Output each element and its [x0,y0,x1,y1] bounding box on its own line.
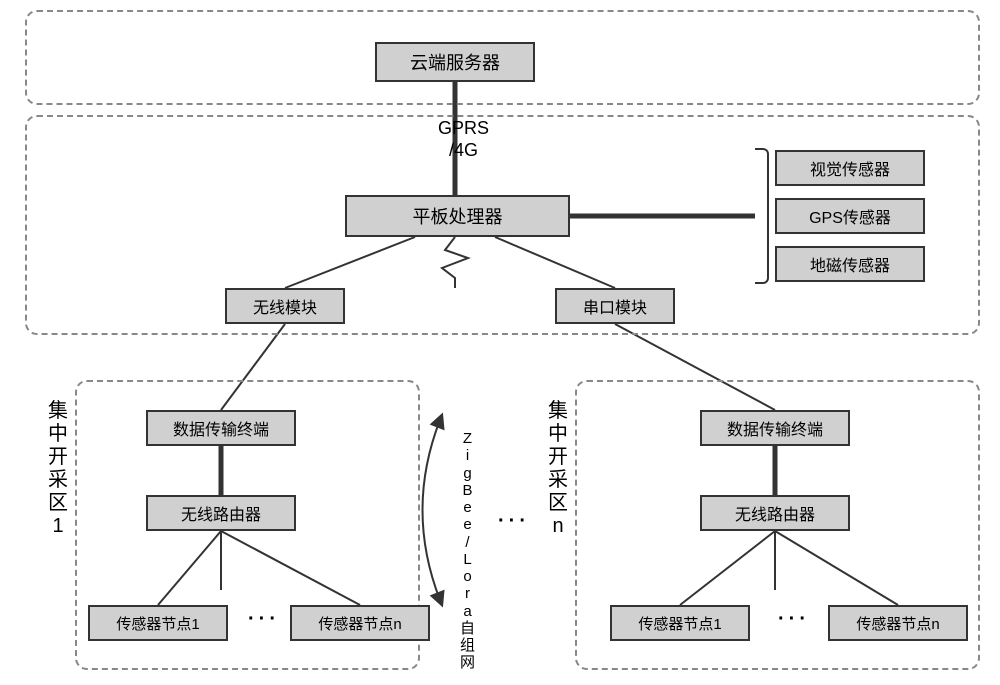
zone1-title: 集中开采区1 [48,400,68,538]
zonen-router-node: 无线路由器 [700,495,850,531]
cloud-server-node: 云端服务器 [375,42,535,82]
mag-sensor-label: 地磁传感器 [810,252,890,276]
zonen-sensor-ellipsis: ··· [778,608,810,631]
serial-module-node: 串口模块 [555,288,675,324]
zonen-sensor-1-label: 传感器节点1 [638,613,721,634]
tablet-processor-label: 平板处理器 [413,203,503,229]
zigbee-label: ZigBee/Lora自组网 [460,430,475,672]
gps-sensor-node: GPS传感器 [775,198,925,234]
gprs-line1: GPRS [438,118,489,138]
zonen-sensor-n-node: 传感器节点n [828,605,968,641]
zonen-title: 集中开采区n [548,400,568,538]
tablet-processor-node: 平板处理器 [345,195,570,237]
wireless-module-node: 无线模块 [225,288,345,324]
zone1-router-node: 无线路由器 [146,495,296,531]
vision-sensor-label: 视觉传感器 [810,156,890,180]
sensor-bracket [755,148,769,284]
zone1-sensor-1-node: 传感器节点1 [88,605,228,641]
gprs-line2: /4G [449,140,478,160]
zone1-data-terminal-node: 数据传输终端 [146,410,296,446]
zone1-sensor-1-label: 传感器节点1 [116,613,199,634]
mag-sensor-node: 地磁传感器 [775,246,925,282]
zonen-sensor-n-label: 传感器节点n [856,613,939,634]
zone1-router-label: 无线路由器 [181,501,261,525]
zone1-data-terminal-label: 数据传输终端 [173,416,269,440]
zone1-sensor-n-node: 传感器节点n [290,605,430,641]
gps-sensor-label: GPS传感器 [809,204,891,228]
vision-sensor-node: 视觉传感器 [775,150,925,186]
zonen-sensor-1-node: 传感器节点1 [610,605,750,641]
zones-ellipsis: ··· [498,510,530,533]
zonen-data-terminal-node: 数据传输终端 [700,410,850,446]
zonen-router-label: 无线路由器 [735,501,815,525]
serial-module-label: 串口模块 [583,294,647,318]
zone1-sensor-n-label: 传感器节点n [318,613,401,634]
gprs-label: GPRS /4G [438,118,489,161]
zonen-data-terminal-label: 数据传输终端 [727,416,823,440]
wireless-module-label: 无线模块 [253,294,317,318]
diagram-canvas: 云端服务器 平板处理器 视觉传感器 GPS传感器 地磁传感器 无线模块 串口模块… [0,0,1000,685]
zone1-sensor-ellipsis: ··· [248,608,280,631]
cloud-server-label: 云端服务器 [410,49,500,75]
